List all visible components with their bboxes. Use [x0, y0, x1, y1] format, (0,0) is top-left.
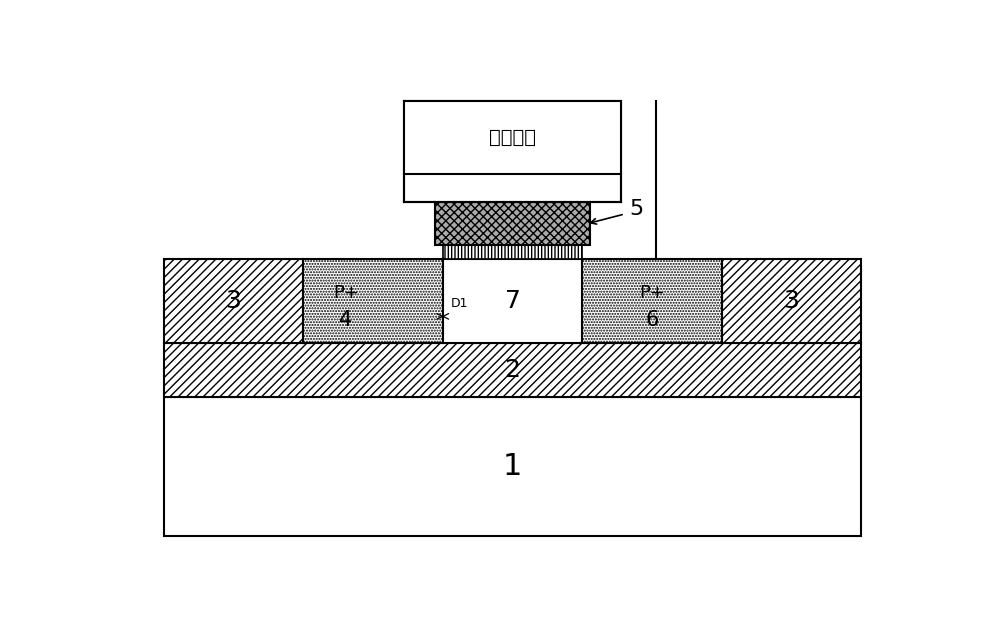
Text: P+: P+: [333, 284, 359, 302]
Bar: [404, 100, 621, 174]
Bar: [443, 245, 582, 259]
Text: 7: 7: [505, 289, 520, 313]
Bar: [164, 259, 303, 344]
Bar: [582, 259, 722, 344]
Bar: [443, 259, 582, 344]
Bar: [303, 259, 443, 344]
Text: 2: 2: [505, 358, 520, 382]
Text: 1: 1: [503, 452, 522, 481]
Bar: [722, 259, 861, 344]
Text: 5: 5: [629, 198, 644, 219]
Text: 3: 3: [226, 289, 241, 313]
Bar: [164, 344, 861, 398]
Text: 3: 3: [784, 289, 799, 313]
Text: 4: 4: [339, 310, 352, 330]
Text: D1: D1: [450, 297, 468, 310]
Text: P+: P+: [639, 284, 665, 302]
Bar: [164, 398, 861, 536]
Bar: [435, 202, 590, 245]
Text: 6: 6: [645, 310, 659, 330]
Text: 钓位电路: 钓位电路: [489, 128, 536, 147]
